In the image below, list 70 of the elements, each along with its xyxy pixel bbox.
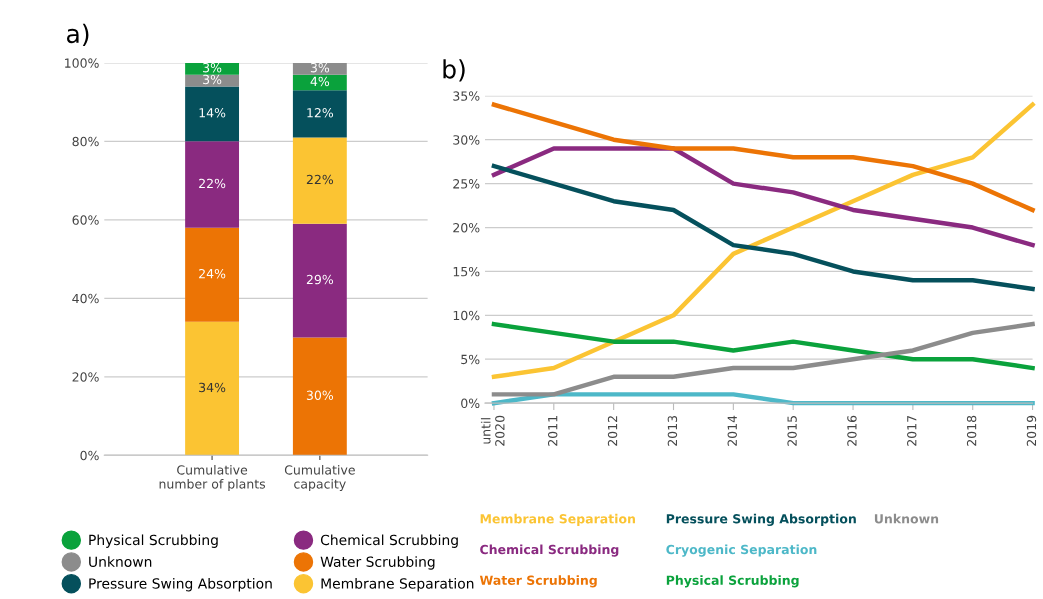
data-label: 34%: [199, 382, 226, 393]
bar: [185, 227, 240, 322]
bar: [292, 90, 347, 138]
data-label: 12%: [307, 108, 334, 118]
y-tick-label: 0%: [80, 450, 99, 461]
data-label: 30%: [306, 390, 334, 401]
y-tick-label: 10%: [453, 310, 480, 321]
x-tick-label: 2016: [847, 415, 857, 446]
line-series: [491, 321, 1035, 371]
data-label: 4%: [310, 76, 330, 87]
x-tick-label: 2019: [1026, 415, 1037, 446]
x-tick-label: 2014: [727, 415, 737, 446]
bar: [185, 321, 240, 456]
y-tick-label: 35%: [453, 91, 480, 101]
data-label: 22%: [306, 174, 334, 185]
y-tick-label: 5%: [461, 354, 480, 365]
x-tick-label: 2012: [607, 416, 618, 446]
bar: [185, 141, 240, 228]
y-tick-label: 20%: [453, 223, 480, 233]
text: Cryogenic Separation: [666, 544, 817, 557]
bar: [292, 337, 347, 456]
legend-label: Water Scrubbing: [320, 556, 435, 570]
text: Unknown: [874, 513, 939, 524]
chart-title: a): [67, 23, 89, 47]
text: Chemical Scrubbing: [480, 544, 619, 557]
x-tick-label: 2017: [907, 416, 917, 446]
text: Pressure Swing Absorption: [666, 513, 856, 526]
y-tick-label: 80%: [72, 136, 99, 147]
data-label: 3%: [203, 74, 222, 85]
text: Physical Scrubbing: [666, 575, 799, 588]
data-label: 22%: [199, 178, 226, 189]
text: Membrane Separation: [480, 513, 635, 526]
y-tick-label: 60%: [72, 215, 99, 225]
y-tick-label: 15%: [453, 266, 480, 277]
data-label: 14%: [199, 108, 226, 118]
text: Water Scrubbing: [479, 575, 597, 588]
line-series: [491, 102, 1035, 380]
x-tick-label: 2013: [667, 415, 678, 446]
data-label: 3%: [310, 62, 330, 73]
bar: [292, 74, 347, 91]
bar: [185, 86, 240, 142]
data-label: 24%: [199, 268, 226, 279]
line-series: [491, 163, 1035, 292]
y-tick-label: 100%: [65, 58, 99, 68]
y-tick-label: 30%: [453, 135, 480, 145]
bar: [292, 62, 347, 75]
x-tick-label: 2018: [966, 415, 977, 446]
legend-label: Physical Scrubbing: [89, 534, 218, 548]
x-tick-label: until 2020: [480, 415, 505, 446]
data-label: 3%: [203, 62, 222, 73]
chart-title: b): [443, 59, 465, 82]
legend-label: Membrane Separation: [321, 577, 474, 592]
y-tick-label: 20%: [72, 372, 99, 382]
data-label: 29%: [306, 274, 334, 285]
y-tick-label: 25%: [453, 179, 480, 189]
line-series: [491, 146, 1035, 248]
legend-label: Chemical Scrubbing: [320, 534, 458, 548]
line-series: [491, 321, 1035, 397]
x-tick-label: Cumulative capacity: [284, 464, 355, 492]
x-tick-label: 2011: [547, 416, 558, 446]
bar: [292, 137, 347, 224]
bar: [185, 62, 240, 75]
y-tick-label: 40%: [72, 293, 99, 304]
bar: [292, 223, 347, 338]
legend-label: Unknown: [89, 556, 152, 567]
x-tick-label: 2015: [787, 416, 797, 446]
line-series: [491, 102, 1035, 213]
y-tick-label: 0%: [461, 398, 480, 409]
legend-label: Pressure Swing Absorption: [89, 577, 272, 592]
x-tick-label: Cumulative number of plants: [159, 464, 266, 492]
